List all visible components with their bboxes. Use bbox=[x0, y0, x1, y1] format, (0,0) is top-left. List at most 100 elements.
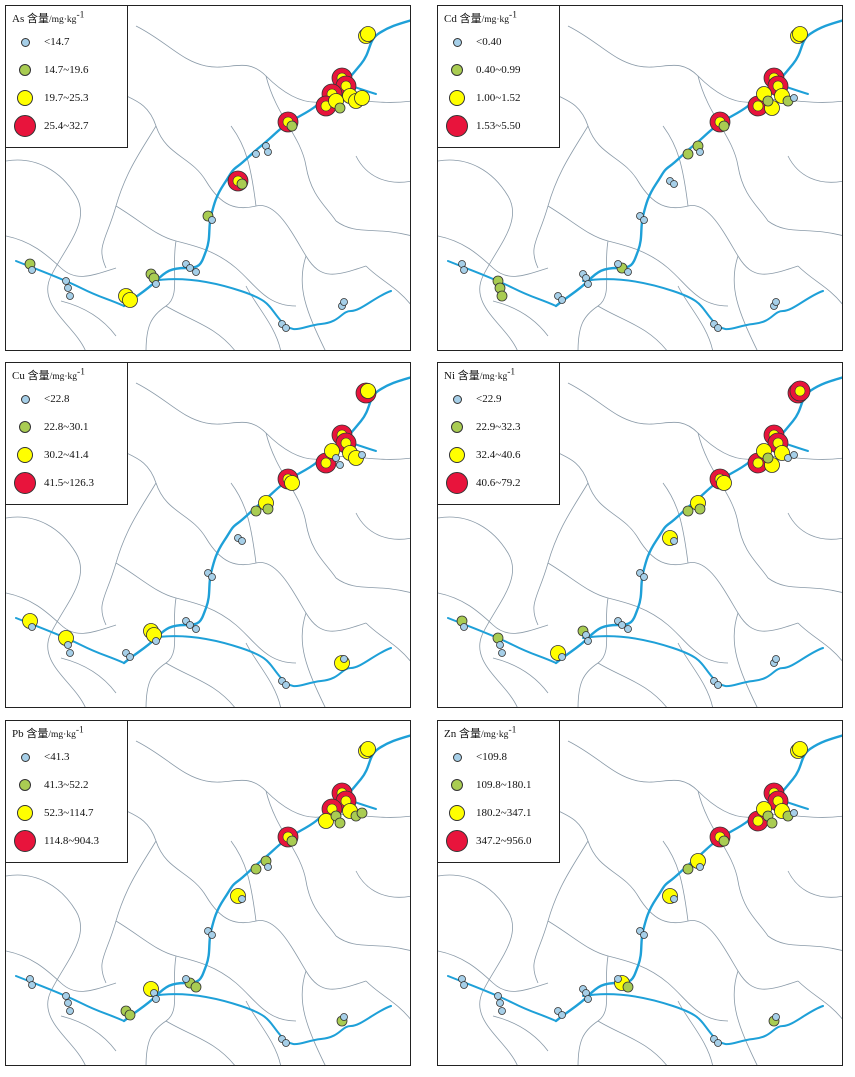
sample-site-marker bbox=[28, 623, 36, 631]
sample-site-marker bbox=[250, 863, 262, 875]
legend-unit: /mg·kg bbox=[480, 730, 509, 740]
legend-class-label: <14.7 bbox=[44, 36, 70, 48]
map-canvas bbox=[438, 6, 842, 350]
sample-site-marker bbox=[282, 324, 290, 332]
legend-symbol-3 bbox=[17, 447, 33, 463]
boundary-line bbox=[597, 662, 667, 707]
sample-site-marker bbox=[126, 653, 134, 661]
sample-site-marker bbox=[238, 537, 246, 545]
boundary-line bbox=[145, 240, 177, 350]
boundary-line bbox=[230, 482, 257, 564]
sample-site-marker bbox=[640, 216, 648, 224]
sample-site-marker bbox=[584, 995, 592, 1003]
boundary-line bbox=[205, 537, 367, 632]
boundary-line bbox=[6, 235, 117, 277]
legend-class-label: 109.8~180.1 bbox=[476, 779, 532, 791]
legend-class-label: 347.2~956.0 bbox=[476, 835, 532, 847]
legend-class-label: 0.40~0.99 bbox=[476, 64, 521, 76]
legend-class-3: 1.00~1.52 bbox=[444, 84, 559, 112]
sample-site-marker bbox=[784, 454, 792, 462]
boundary-line bbox=[677, 642, 713, 707]
legend-unit-exp: -1 bbox=[507, 367, 516, 378]
legend-class-label: <0.40 bbox=[476, 36, 502, 48]
boundary-line bbox=[438, 235, 549, 277]
sample-site-marker bbox=[498, 1007, 506, 1015]
boundary-line bbox=[6, 874, 86, 1065]
sample-site-marker bbox=[772, 1013, 780, 1021]
sample-site-marker bbox=[496, 290, 508, 302]
boundary-line bbox=[567, 740, 759, 818]
sample-site-marker bbox=[28, 266, 36, 274]
legend-symbol-4 bbox=[14, 115, 36, 137]
river-line bbox=[122, 734, 410, 1023]
legend-class-2: 14.7~19.6 bbox=[12, 56, 127, 84]
legend-unit: /mg·kg bbox=[479, 372, 508, 382]
sample-site-marker bbox=[64, 641, 72, 649]
legend-class-label: 22.9~32.3 bbox=[476, 421, 521, 433]
river-line bbox=[554, 19, 842, 308]
map-panel-ni: Ni 含量/mg·kg-1 <22.9 22.9~32.3 32.4~40.6 … bbox=[437, 362, 843, 708]
legend-unit-exp: -1 bbox=[75, 725, 84, 736]
legend-title: Cd 含量/mg·kg-1 bbox=[444, 10, 559, 26]
boundary-line bbox=[245, 642, 281, 707]
boundary-line bbox=[165, 305, 235, 350]
sample-site-marker bbox=[622, 981, 634, 993]
sample-site-marker bbox=[282, 681, 290, 689]
legend-class-label: 19.7~25.3 bbox=[44, 92, 89, 104]
boundary-line bbox=[165, 662, 235, 707]
legend-symbol-2 bbox=[451, 64, 463, 76]
sample-site-marker bbox=[238, 895, 246, 903]
boundary-line bbox=[733, 612, 758, 707]
legend-class-3: 19.7~25.3 bbox=[12, 84, 127, 112]
legend-element: As bbox=[12, 13, 25, 25]
boundary-line bbox=[301, 255, 326, 350]
sample-site-marker bbox=[64, 284, 72, 292]
sample-site-marker bbox=[694, 503, 706, 515]
boundary-line bbox=[533, 482, 589, 626]
boundary-line bbox=[577, 597, 609, 707]
boundary-line bbox=[677, 1000, 713, 1065]
legend-symbol-1 bbox=[452, 752, 462, 762]
sample-site-marker bbox=[640, 931, 648, 939]
legend-title: Pb 含量/mg·kg-1 bbox=[12, 725, 127, 741]
legend-title-suffix: 含量 bbox=[27, 370, 50, 382]
legend-element: Pb bbox=[12, 728, 24, 740]
river-line bbox=[447, 975, 557, 1022]
legend-title-suffix: 含量 bbox=[457, 370, 480, 382]
legend-class-3: 180.2~347.1 bbox=[444, 799, 559, 827]
legend-class-4: 347.2~956.0 bbox=[444, 827, 559, 855]
river-line bbox=[122, 376, 410, 665]
legend-class-label: 180.2~347.1 bbox=[476, 807, 532, 819]
legend-class-4: 114.8~904.3 bbox=[12, 827, 127, 855]
boundary-line bbox=[597, 305, 667, 350]
boundary-line bbox=[733, 255, 758, 350]
sample-site-marker bbox=[714, 1039, 722, 1047]
sample-site-marker bbox=[284, 475, 300, 491]
boundary-line bbox=[101, 482, 157, 626]
sample-site-marker bbox=[496, 641, 504, 649]
sample-site-marker bbox=[356, 807, 368, 819]
sample-site-marker bbox=[182, 975, 190, 983]
legend-unit-exp: -1 bbox=[509, 10, 517, 21]
legend-symbol-3 bbox=[17, 805, 33, 821]
sample-site-marker bbox=[66, 649, 74, 657]
legend: Pb 含量/mg·kg-1 <41.3 41.3~52.2 52.3~114.7… bbox=[6, 721, 128, 863]
sample-site-marker bbox=[790, 809, 798, 817]
sample-site-marker bbox=[614, 260, 622, 268]
sample-site-marker bbox=[252, 150, 260, 158]
boundary-line bbox=[355, 155, 410, 183]
boundary-line bbox=[797, 980, 842, 1020]
legend-symbol-1 bbox=[452, 394, 462, 404]
boundary-line bbox=[787, 512, 842, 540]
river-line bbox=[447, 260, 557, 307]
boundary-line bbox=[165, 1020, 235, 1065]
legend-symbol-4 bbox=[14, 472, 36, 494]
boundary-line bbox=[662, 125, 689, 207]
boundary-line bbox=[265, 432, 337, 579]
legend-class-1: <109.8 bbox=[444, 743, 559, 771]
boundary-line bbox=[533, 840, 589, 984]
boundary-line bbox=[492, 657, 549, 694]
map-panel-zn: Zn 含量/mg·kg-1 <109.8 109.8~180.1 180.2~3… bbox=[437, 720, 843, 1066]
legend-unit-exp: -1 bbox=[77, 367, 85, 378]
sample-site-marker bbox=[714, 681, 722, 689]
